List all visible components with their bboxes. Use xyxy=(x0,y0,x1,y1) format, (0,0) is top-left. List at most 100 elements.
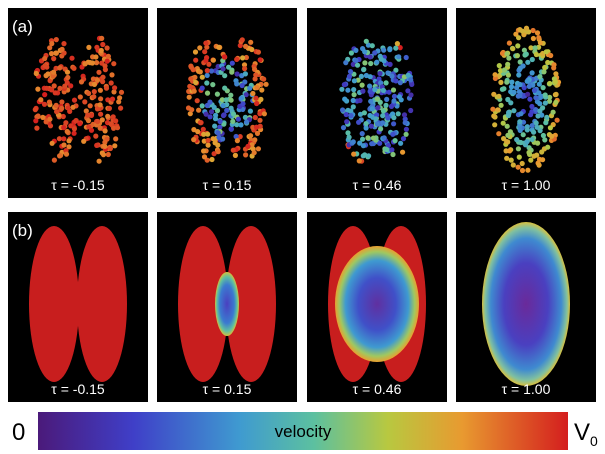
particle xyxy=(538,128,543,133)
particle xyxy=(495,107,500,112)
particle xyxy=(517,82,522,87)
particle xyxy=(68,83,73,88)
particle xyxy=(54,109,59,114)
particle xyxy=(221,66,226,71)
particle xyxy=(51,70,56,75)
particle xyxy=(264,82,269,87)
colorbar-max-base: V xyxy=(574,419,590,446)
tau-label: τ = 0.15 xyxy=(203,177,252,193)
particle xyxy=(211,58,216,63)
particle xyxy=(389,104,394,109)
particle xyxy=(200,86,205,91)
particle xyxy=(69,56,74,61)
panel-background xyxy=(307,8,447,198)
particle xyxy=(99,36,104,41)
particle xyxy=(205,132,210,137)
particle xyxy=(216,130,221,135)
particle xyxy=(348,113,353,118)
colorbar-max-sub: 0 xyxy=(590,433,598,449)
particle xyxy=(57,153,62,158)
particle xyxy=(216,149,221,154)
particle xyxy=(100,75,105,80)
particle xyxy=(553,71,558,76)
particle xyxy=(497,63,502,68)
particle xyxy=(361,67,366,72)
particle xyxy=(551,65,556,70)
particle xyxy=(537,163,542,168)
particle xyxy=(539,149,544,154)
particle xyxy=(81,139,86,144)
particle xyxy=(529,104,534,109)
particle xyxy=(247,86,252,91)
particle xyxy=(545,145,550,150)
particle xyxy=(193,80,198,85)
particle xyxy=(255,131,260,136)
particle xyxy=(365,135,370,140)
particle xyxy=(245,144,250,149)
particle xyxy=(490,107,495,112)
particle xyxy=(516,94,521,99)
particle xyxy=(115,125,120,130)
particle xyxy=(502,67,507,72)
particle xyxy=(222,54,227,59)
particle xyxy=(393,46,398,51)
particle xyxy=(193,49,198,54)
particle xyxy=(202,154,207,159)
particle xyxy=(385,70,390,75)
particle xyxy=(525,139,530,144)
particle xyxy=(255,85,260,90)
particle xyxy=(259,87,264,92)
particle xyxy=(362,110,367,115)
particle xyxy=(509,80,514,85)
particle xyxy=(534,153,539,158)
particle xyxy=(543,100,548,105)
particle xyxy=(111,61,116,66)
particle xyxy=(205,103,210,108)
particle xyxy=(516,165,521,170)
colorbar-min: 0 xyxy=(12,419,25,446)
particle xyxy=(201,148,206,153)
particle xyxy=(510,46,515,51)
particle xyxy=(256,50,261,55)
particle xyxy=(228,93,233,98)
particle xyxy=(369,141,374,146)
particle xyxy=(517,119,522,124)
particle xyxy=(381,48,386,53)
particle xyxy=(392,94,397,99)
particle xyxy=(106,54,111,59)
particle xyxy=(504,139,509,144)
particle xyxy=(498,80,503,85)
particle xyxy=(403,120,408,125)
particle xyxy=(86,91,91,96)
particle xyxy=(347,135,352,140)
particle xyxy=(110,97,115,102)
particle xyxy=(103,67,108,72)
particle xyxy=(368,74,373,79)
particle xyxy=(204,80,209,85)
particle xyxy=(506,110,511,115)
particle xyxy=(353,48,358,53)
particle xyxy=(119,90,124,95)
particle xyxy=(369,124,374,129)
particle xyxy=(544,49,549,54)
particle xyxy=(368,99,373,104)
particle xyxy=(390,132,395,137)
particle xyxy=(345,88,350,93)
particle xyxy=(193,58,198,63)
particle xyxy=(395,41,400,46)
particle xyxy=(517,155,522,160)
particle xyxy=(508,100,513,105)
particle xyxy=(63,120,68,125)
particle xyxy=(86,118,91,123)
particle xyxy=(97,159,102,164)
particle xyxy=(372,87,377,92)
particle xyxy=(216,135,221,140)
particle xyxy=(525,127,530,132)
particle xyxy=(96,70,101,75)
particle xyxy=(191,137,196,142)
particle xyxy=(113,118,118,123)
particle xyxy=(515,43,520,48)
particle xyxy=(200,103,205,108)
particle xyxy=(253,115,258,120)
particle xyxy=(536,90,541,95)
